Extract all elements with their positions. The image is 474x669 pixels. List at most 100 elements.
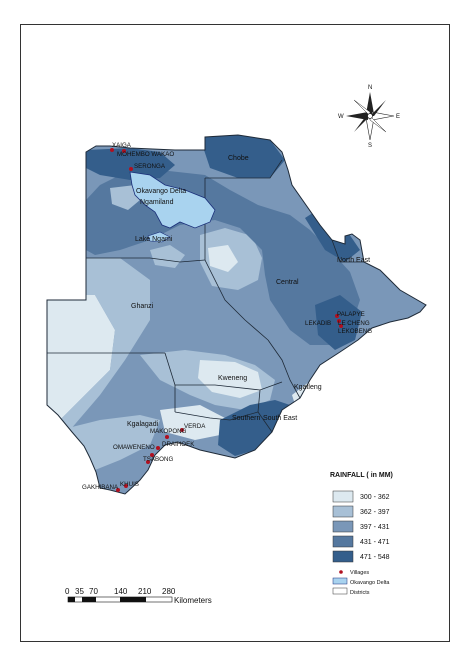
- zone-362-397-lake-ngami: [150, 245, 185, 268]
- scale-bar: 0 35 70 140 210 280 Kilometers: [65, 587, 212, 605]
- legend-swatch-class-3: [332, 520, 354, 533]
- district-label-kgalagadi: Kgalagadi: [127, 421, 159, 428]
- village-label-palapye: PALAPYE: [337, 311, 365, 318]
- legend-villages-symbol: [339, 570, 343, 574]
- zone-300-362-kgalagadi: [160, 405, 225, 440]
- compass-rose: N S E W: [338, 85, 400, 149]
- legend-label-class-5: 471 - 548: [360, 554, 390, 561]
- village-marker: [156, 446, 160, 450]
- village-label-draihoek: DRAIHOEK: [162, 441, 195, 448]
- legend-label-okavango: Okavango Delta: [350, 580, 390, 586]
- village-label-le-cheng: LE CHENG: [338, 320, 370, 327]
- rainfall-legend: RAINFALL ( in MM) 300 - 362 362 - 397 39…: [330, 472, 393, 596]
- district-label-ngamiland: Ngamiland: [140, 199, 174, 206]
- boundary-chobe-south: [205, 159, 283, 179]
- village-label-lekobeng: LEKOBENG: [338, 328, 372, 335]
- legend-title: RAINFALL ( in MM): [330, 472, 393, 479]
- scale-tick-280: 280: [162, 587, 176, 596]
- legend-label-districts: Districts: [350, 590, 370, 596]
- village-label-xaiga: XAIGA: [112, 142, 132, 149]
- village-label-khuis: KHUIS: [120, 481, 139, 488]
- district-label-okavango-delta: Okavango Delta: [136, 188, 186, 195]
- village-marker: [122, 149, 126, 153]
- zone-471-548-chobe: [200, 135, 285, 178]
- village-label-mohembo-wakao: MOHEMBO WAKAO: [117, 151, 174, 158]
- boundary-north-east: [331, 239, 364, 263]
- village-label-verda: VERDA: [184, 423, 206, 430]
- compass-label-s: S: [368, 143, 372, 149]
- village-marker: [335, 314, 339, 318]
- compass-north-point: [366, 92, 374, 114]
- district-label-north-east: North East: [337, 257, 370, 264]
- scale-bar-segment: [68, 597, 75, 602]
- zone-471-548-south-east: [218, 400, 290, 456]
- zone-300-362-west: [47, 295, 115, 420]
- scale-tick-70: 70: [89, 587, 98, 596]
- legend-swatch-class-2: [332, 505, 354, 518]
- compass-west-point: [346, 112, 368, 120]
- district-labels: Chobe Okavango Delta Ngamiland Lake Ngam…: [127, 155, 370, 428]
- zone-362-397-ngamiland: [110, 185, 140, 210]
- zone-300-362-central: [208, 245, 238, 272]
- zone-471-548-north-west: [86, 148, 175, 180]
- zone-362-397-west: [47, 258, 150, 430]
- district-label-central: Central: [276, 279, 299, 286]
- compass-sw-point: [354, 116, 370, 132]
- village-marker: [146, 460, 150, 464]
- compass-label-w: W: [338, 114, 344, 120]
- district-label-lake-ngami: Lake Ngami: [135, 236, 173, 243]
- village-marker: [337, 319, 341, 323]
- legend-label-class-3: 397 - 431: [360, 524, 390, 531]
- village-marker: [110, 148, 114, 152]
- village-label-gakhibana: GAKHIBANA: [82, 484, 119, 491]
- district-label-chobe: Chobe: [228, 155, 249, 162]
- boundary-kweneng-southern: [175, 381, 283, 391]
- district-label-southern: Southern: [232, 415, 261, 422]
- scale-tick-0: 0: [65, 587, 70, 596]
- village-marker: [339, 324, 343, 328]
- district-label-ghanzi: Ghanzi: [131, 303, 154, 310]
- boundary-ngamiland-ghanzi: [86, 257, 206, 263]
- legend-label-class-2: 362 - 397: [360, 509, 390, 516]
- village-marker: [124, 484, 128, 488]
- village-marker: [165, 435, 169, 439]
- legend-label-class-4: 431 - 471: [360, 539, 390, 546]
- scale-unit: Kilometers: [174, 596, 212, 605]
- legend-districts-symbol: [332, 587, 348, 595]
- lake-ngami-shape: [147, 231, 171, 243]
- compass-ne-point: [370, 100, 386, 116]
- village-label-tsabong: TSABONG: [143, 456, 173, 463]
- district-boundaries: [47, 159, 364, 433]
- legend-swatch-class-4: [332, 535, 354, 548]
- village-label-lekadib: LEKADIB: [305, 320, 331, 327]
- legend-label-villages: Villages: [350, 570, 369, 576]
- scale-bar-segment: [82, 597, 96, 602]
- compass-label-n: N: [368, 85, 372, 91]
- boundary-kgatleng: [267, 339, 301, 399]
- village-marker: [129, 167, 133, 171]
- district-label-kweneng: Kweneng: [218, 375, 247, 382]
- village-markers: [110, 148, 343, 492]
- village-marker: [150, 453, 154, 457]
- scale-tick-140: 140: [114, 587, 128, 596]
- rainfall-zones: [47, 135, 426, 494]
- okavango-delta: [129, 171, 216, 243]
- compass-center: [367, 113, 373, 119]
- scale-tick-35: 35: [75, 587, 84, 596]
- scale-tick-210: 210: [138, 587, 152, 596]
- legend-swatch-class-5: [332, 550, 354, 563]
- boundary-central-west: [204, 178, 269, 341]
- okavango-delta-shape: [129, 171, 216, 229]
- boundary-southern-kgalagadi: [174, 411, 259, 421]
- village-marker: [180, 428, 184, 432]
- legend-okavango-symbol: [332, 577, 348, 585]
- village-label-omaweneno: OMAWENENO: [113, 444, 155, 451]
- legend-label-class-1: 300 - 362: [360, 494, 390, 501]
- compass-label-e: E: [396, 114, 400, 120]
- village-label-seronga: SERONGA: [134, 163, 166, 170]
- zone-431-471-north: [86, 170, 360, 345]
- village-marker: [116, 488, 120, 492]
- village-label-makopong: MAKOPONG: [150, 428, 187, 435]
- legend-swatch-class-1: [332, 490, 354, 503]
